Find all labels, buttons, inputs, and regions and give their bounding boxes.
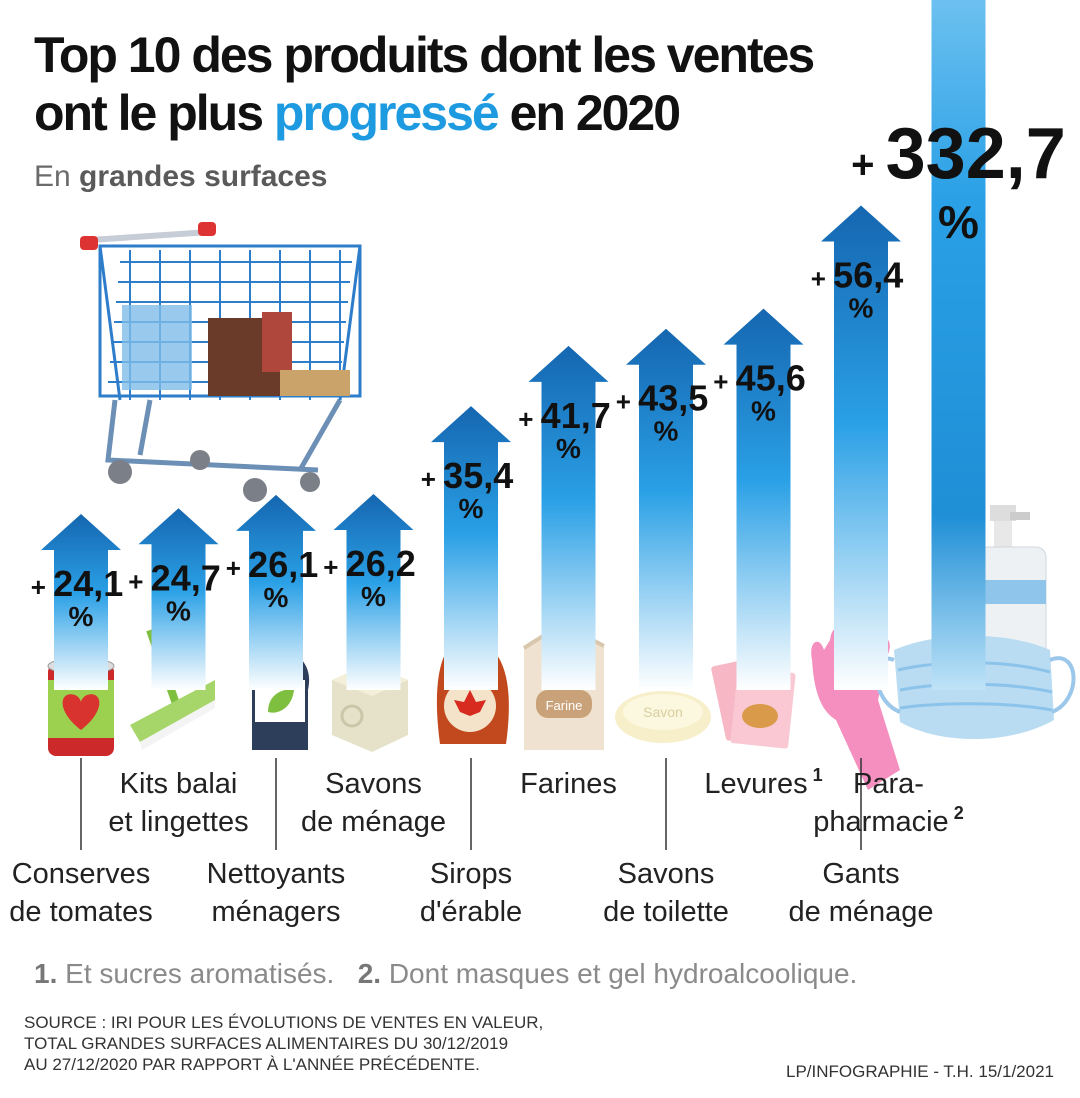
shopping-cart-icon bbox=[80, 222, 362, 502]
value-label: + 45,6 bbox=[713, 358, 806, 399]
source-line-2: TOTAL GRANDES SURFACES ALIMENTAIRES DU 3… bbox=[24, 1034, 509, 1053]
value-unit-label: % bbox=[69, 601, 94, 632]
category-label: de ménage bbox=[301, 806, 446, 838]
value-unit-label: % bbox=[166, 595, 191, 626]
value-unit-label: % bbox=[459, 493, 484, 524]
category-label: ménagers bbox=[212, 896, 341, 928]
source-note: SOURCE : IRI POUR LES ÉVOLUTIONS DE VENT… bbox=[24, 1012, 664, 1075]
bar-arrow bbox=[236, 494, 316, 690]
bars-group bbox=[41, 0, 986, 690]
value-label: + 26,2 bbox=[323, 543, 416, 584]
title-line-2-end: en 2020 bbox=[497, 85, 681, 141]
category-label: de toilette bbox=[603, 896, 729, 928]
toilet-soap-icon: Savon bbox=[615, 691, 711, 743]
footnote-2-number: 2. bbox=[357, 958, 382, 989]
category-label: de tomates bbox=[9, 896, 152, 928]
category-label: Kits balai bbox=[120, 768, 238, 800]
value-unit-label: % bbox=[361, 581, 386, 612]
category-label: Farines bbox=[520, 768, 617, 800]
value-label: + 43,5 bbox=[616, 378, 709, 419]
category-label: Conserves bbox=[12, 858, 151, 890]
category-label: de ménage bbox=[788, 896, 933, 928]
category-label: Para- bbox=[853, 768, 924, 800]
bar-arrow bbox=[41, 514, 121, 690]
category-label: Savons bbox=[618, 858, 715, 890]
category-label: Savons bbox=[325, 768, 422, 800]
value-label: + 35,4 bbox=[421, 455, 514, 496]
bar-arrow bbox=[333, 493, 414, 690]
bar-arrow bbox=[821, 205, 901, 690]
title-line-2: ont le plus bbox=[34, 85, 274, 141]
value-unit-label: % bbox=[849, 293, 874, 324]
category-labels-group: Conserves de tomates Kits balai et lingette… bbox=[9, 765, 963, 928]
bar-chart: Farine Savon Levure + 24,1%+ 24,7%+ 26,1… bbox=[9, 0, 1076, 928]
bar-arrow bbox=[626, 328, 706, 690]
chart-subtitle: En grandes surfaces bbox=[34, 160, 327, 194]
svg-text:Farine: Farine bbox=[546, 698, 583, 713]
category-label: Gants bbox=[822, 858, 899, 890]
title-accent-word: progressé bbox=[273, 85, 500, 141]
value-label: + 24,7 bbox=[128, 557, 221, 598]
credit-line: LP/INFOGRAPHIE - T.H. 15/1/2021 bbox=[785, 1062, 1054, 1081]
category-label: Sirops bbox=[430, 858, 512, 890]
value-label: + 26,1 bbox=[226, 544, 319, 585]
subtitle-bold: grandes surfaces bbox=[79, 160, 328, 193]
value-label: + 332,7 bbox=[851, 114, 1066, 194]
title-line-1: Top 10 des produits dont les ventes bbox=[34, 27, 815, 83]
category-label: Nettoyants bbox=[207, 858, 346, 890]
bar-arrow bbox=[931, 0, 986, 690]
value-label: + 56,4 bbox=[811, 255, 904, 296]
category-label: Levures 1 bbox=[704, 765, 822, 800]
value-labels-group: + 24,1%+ 24,7%+ 26,1%+ 26,2%+ 35,4%+ 41,… bbox=[31, 114, 1066, 632]
source-line-3: AU 27/12/2020 PAR RAPPORT À L'ANNÉE PRÉC… bbox=[24, 1055, 480, 1074]
footnotes: 1. Et sucres aromatisés. 2. Dont masques… bbox=[34, 958, 857, 990]
bar-arrow bbox=[723, 308, 804, 690]
bar-arrow bbox=[528, 345, 609, 690]
svg-text:Savon: Savon bbox=[643, 704, 683, 720]
category-label: d'érable bbox=[420, 896, 522, 928]
source-line-1: SOURCE : IRI POUR LES ÉVOLUTIONS DE VENT… bbox=[24, 1013, 544, 1032]
label-leader-lines bbox=[80, 758, 862, 850]
value-unit-label: % bbox=[938, 196, 979, 248]
footnote-2-text: Dont masques et gel hydroalcoolique. bbox=[381, 958, 858, 989]
bar-arrow bbox=[138, 508, 219, 690]
category-label: et lingettes bbox=[108, 806, 248, 838]
value-unit-label: % bbox=[556, 433, 581, 464]
category-label: pharmacie 2 bbox=[813, 803, 963, 838]
chart-title: Top 10 des produits dont les ventes ont … bbox=[34, 26, 815, 142]
value-label: + 41,7 bbox=[518, 395, 611, 436]
footnote-1-text: Et sucres aromatisés. bbox=[57, 958, 335, 989]
bar-arrow bbox=[431, 406, 511, 690]
value-unit-label: % bbox=[751, 396, 776, 427]
subtitle-prefix: En bbox=[34, 160, 80, 193]
value-unit-label: % bbox=[264, 582, 289, 613]
value-unit-label: % bbox=[654, 416, 679, 447]
footnote-1-number: 1. bbox=[34, 958, 58, 989]
value-label: + 24,1 bbox=[31, 563, 124, 604]
